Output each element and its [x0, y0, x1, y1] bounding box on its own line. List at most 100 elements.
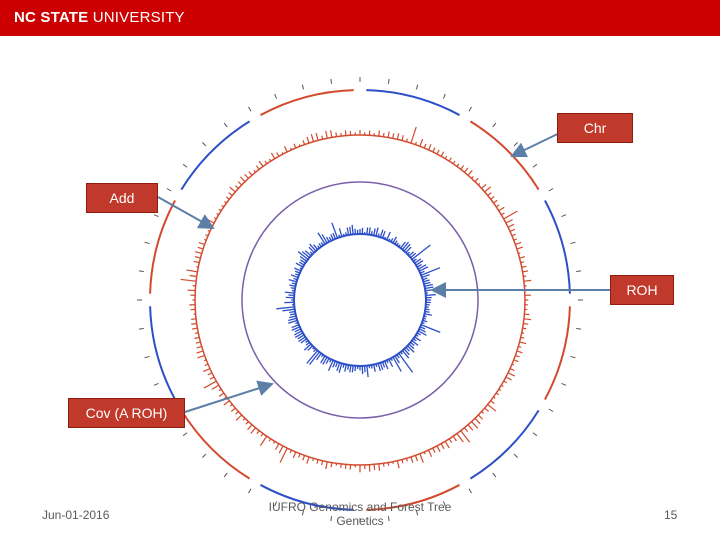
cov-spike — [321, 234, 328, 244]
add-spike — [194, 332, 199, 335]
chr-tick — [468, 106, 472, 112]
add-spike — [410, 456, 414, 463]
chromosome-arc — [366, 89, 460, 116]
chr-tick — [201, 141, 207, 147]
add-spike — [474, 417, 481, 425]
roh-ring — [241, 181, 479, 419]
cov-spike — [276, 306, 295, 310]
cov-spike — [416, 332, 421, 336]
add-spike — [436, 445, 441, 452]
add-spike — [306, 136, 310, 144]
cov-spike — [368, 227, 371, 235]
cov-spike — [423, 315, 427, 318]
cov-spike — [313, 348, 317, 353]
cov-arrow — [184, 380, 274, 413]
add-spike — [202, 367, 211, 373]
callout-arrows — [157, 127, 625, 413]
cov-spike — [320, 241, 324, 246]
add-spike — [378, 463, 381, 471]
add-spike — [321, 135, 324, 140]
cov-spike — [347, 364, 350, 370]
cov-spike — [424, 310, 430, 313]
cov-spike — [289, 284, 296, 287]
cov-spike — [416, 263, 422, 268]
cov-spike — [424, 283, 433, 287]
chromosome-arc — [469, 120, 540, 191]
chr-tick — [166, 188, 172, 192]
chr-tick — [561, 382, 567, 386]
cov-spike — [386, 360, 389, 364]
add-spike — [490, 195, 495, 200]
cov-spike — [313, 244, 319, 250]
cov-spike — [420, 326, 426, 330]
cov-spike — [330, 234, 334, 240]
add-spike — [290, 147, 293, 151]
add-spike — [521, 265, 527, 268]
footer-date: Jun-01-2016 — [42, 508, 110, 522]
cov-spike — [304, 250, 312, 257]
add-spike — [509, 228, 516, 233]
cov-spike — [422, 319, 428, 323]
add-spike — [419, 453, 424, 463]
add-spike — [221, 204, 225, 208]
add-spike — [493, 396, 496, 399]
cov-spike — [297, 334, 305, 340]
cov-spike — [318, 243, 322, 247]
add-spike — [452, 160, 456, 165]
cov-spike — [401, 241, 410, 250]
cov-spike — [299, 267, 303, 270]
chr-tick — [330, 516, 333, 522]
cov-spike — [346, 227, 350, 236]
add-spike — [237, 181, 243, 186]
cov-spike — [298, 261, 305, 266]
add-spike — [522, 270, 529, 273]
cov-spike — [415, 334, 419, 337]
chr-tick — [182, 163, 188, 168]
logo-rest: UNIVERSITY — [88, 9, 185, 26]
add-spike — [414, 141, 417, 145]
cov-spike — [410, 341, 415, 347]
add-spike — [256, 165, 260, 170]
add-spike — [191, 327, 198, 330]
chr-tick — [561, 214, 567, 218]
cov-spike — [394, 355, 400, 364]
cov-spike — [408, 343, 415, 350]
add-spike — [260, 433, 264, 437]
chr-tick — [138, 327, 144, 330]
cov-spike — [317, 232, 326, 245]
cov-spike — [298, 336, 306, 343]
add-spike — [196, 345, 202, 349]
add-spike — [298, 453, 301, 458]
add-spike — [519, 341, 527, 345]
cov-spike — [375, 227, 379, 237]
chromosome-arc — [260, 484, 354, 511]
cov-spike — [394, 240, 398, 245]
cov-spike — [294, 330, 303, 336]
add-spike — [495, 204, 500, 208]
add-ring — [194, 134, 526, 466]
cov-spike — [297, 251, 309, 260]
add-spike — [456, 433, 464, 443]
add-spike — [180, 278, 197, 282]
cov-spike — [379, 229, 384, 238]
cov-spike — [423, 317, 427, 320]
add-spike — [493, 199, 498, 204]
cov-spike — [401, 350, 410, 359]
cov-spike — [344, 232, 347, 236]
cov-spike — [381, 361, 386, 368]
add-spike — [463, 427, 469, 432]
add-spike — [335, 132, 338, 137]
add-spike — [259, 435, 268, 446]
cov-spike — [327, 360, 334, 372]
chr-tick — [274, 501, 278, 507]
cov-spike — [322, 356, 328, 365]
add-spike — [306, 456, 310, 464]
add-spike — [218, 392, 225, 397]
add-spike — [440, 443, 445, 450]
add-spike — [518, 345, 522, 348]
add-spike — [515, 241, 522, 246]
add-arrow — [157, 196, 215, 229]
add-spike — [523, 318, 532, 321]
add-spike — [209, 376, 215, 380]
add-spike — [253, 169, 257, 173]
